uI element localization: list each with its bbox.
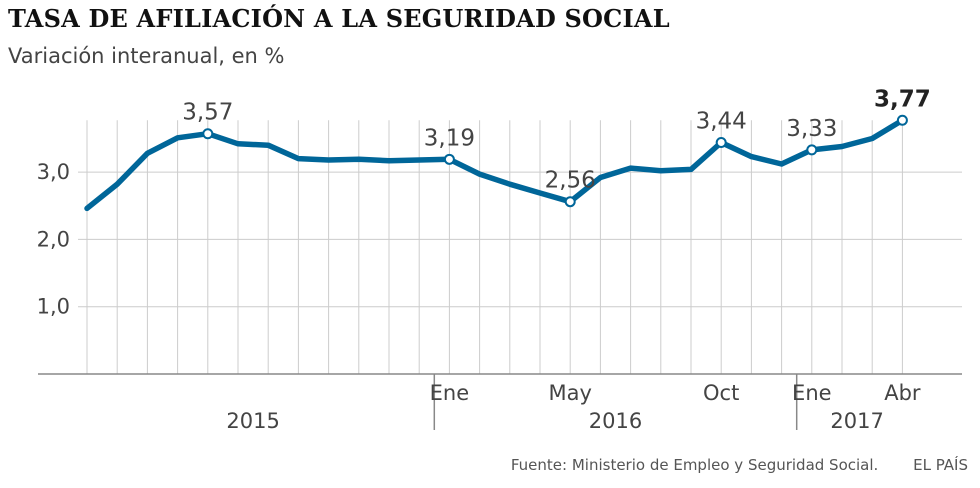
x-month-label: Abr [884,381,921,405]
y-tick-label: 3,0 [37,160,70,184]
data-point-marker [715,136,727,148]
data-label: 3,19 [424,125,475,151]
data-label: 3,44 [696,108,747,134]
x-month-label: Oct [703,381,739,405]
data-point-marker [896,114,908,126]
footer: Fuente: Ministerio de Empleo y Seguridad… [511,456,968,474]
brand-label: EL PAÍS [913,456,968,474]
x-month-label: Ene [792,381,832,405]
data-label: 2,56 [545,168,596,194]
data-label: 3,33 [786,116,837,142]
x-month-label: Ene [430,381,470,405]
series-line [84,117,906,212]
chart-title: TASA DE AFILIACIÓN A LA SEGURIDAD SOCIAL [8,4,670,33]
y-tick-label: 1,0 [37,295,70,319]
data-point-marker [806,144,818,156]
data-label: 3,77 [874,86,931,112]
x-year-label: 2016 [589,409,642,433]
data-point-marker [564,196,576,208]
x-year-label: 2015 [226,409,279,433]
chart-subtitle: Variación interanual, en % [8,44,285,68]
y-tick-label: 2,0 [37,227,70,251]
x-year-label: 2017 [830,409,883,433]
source-note: Fuente: Ministerio de Empleo y Seguridad… [510,456,879,474]
data-label: 3,57 [182,100,233,126]
x-month-label: May [548,381,591,405]
data-point-marker [443,153,455,165]
data-point-marker [202,128,214,140]
